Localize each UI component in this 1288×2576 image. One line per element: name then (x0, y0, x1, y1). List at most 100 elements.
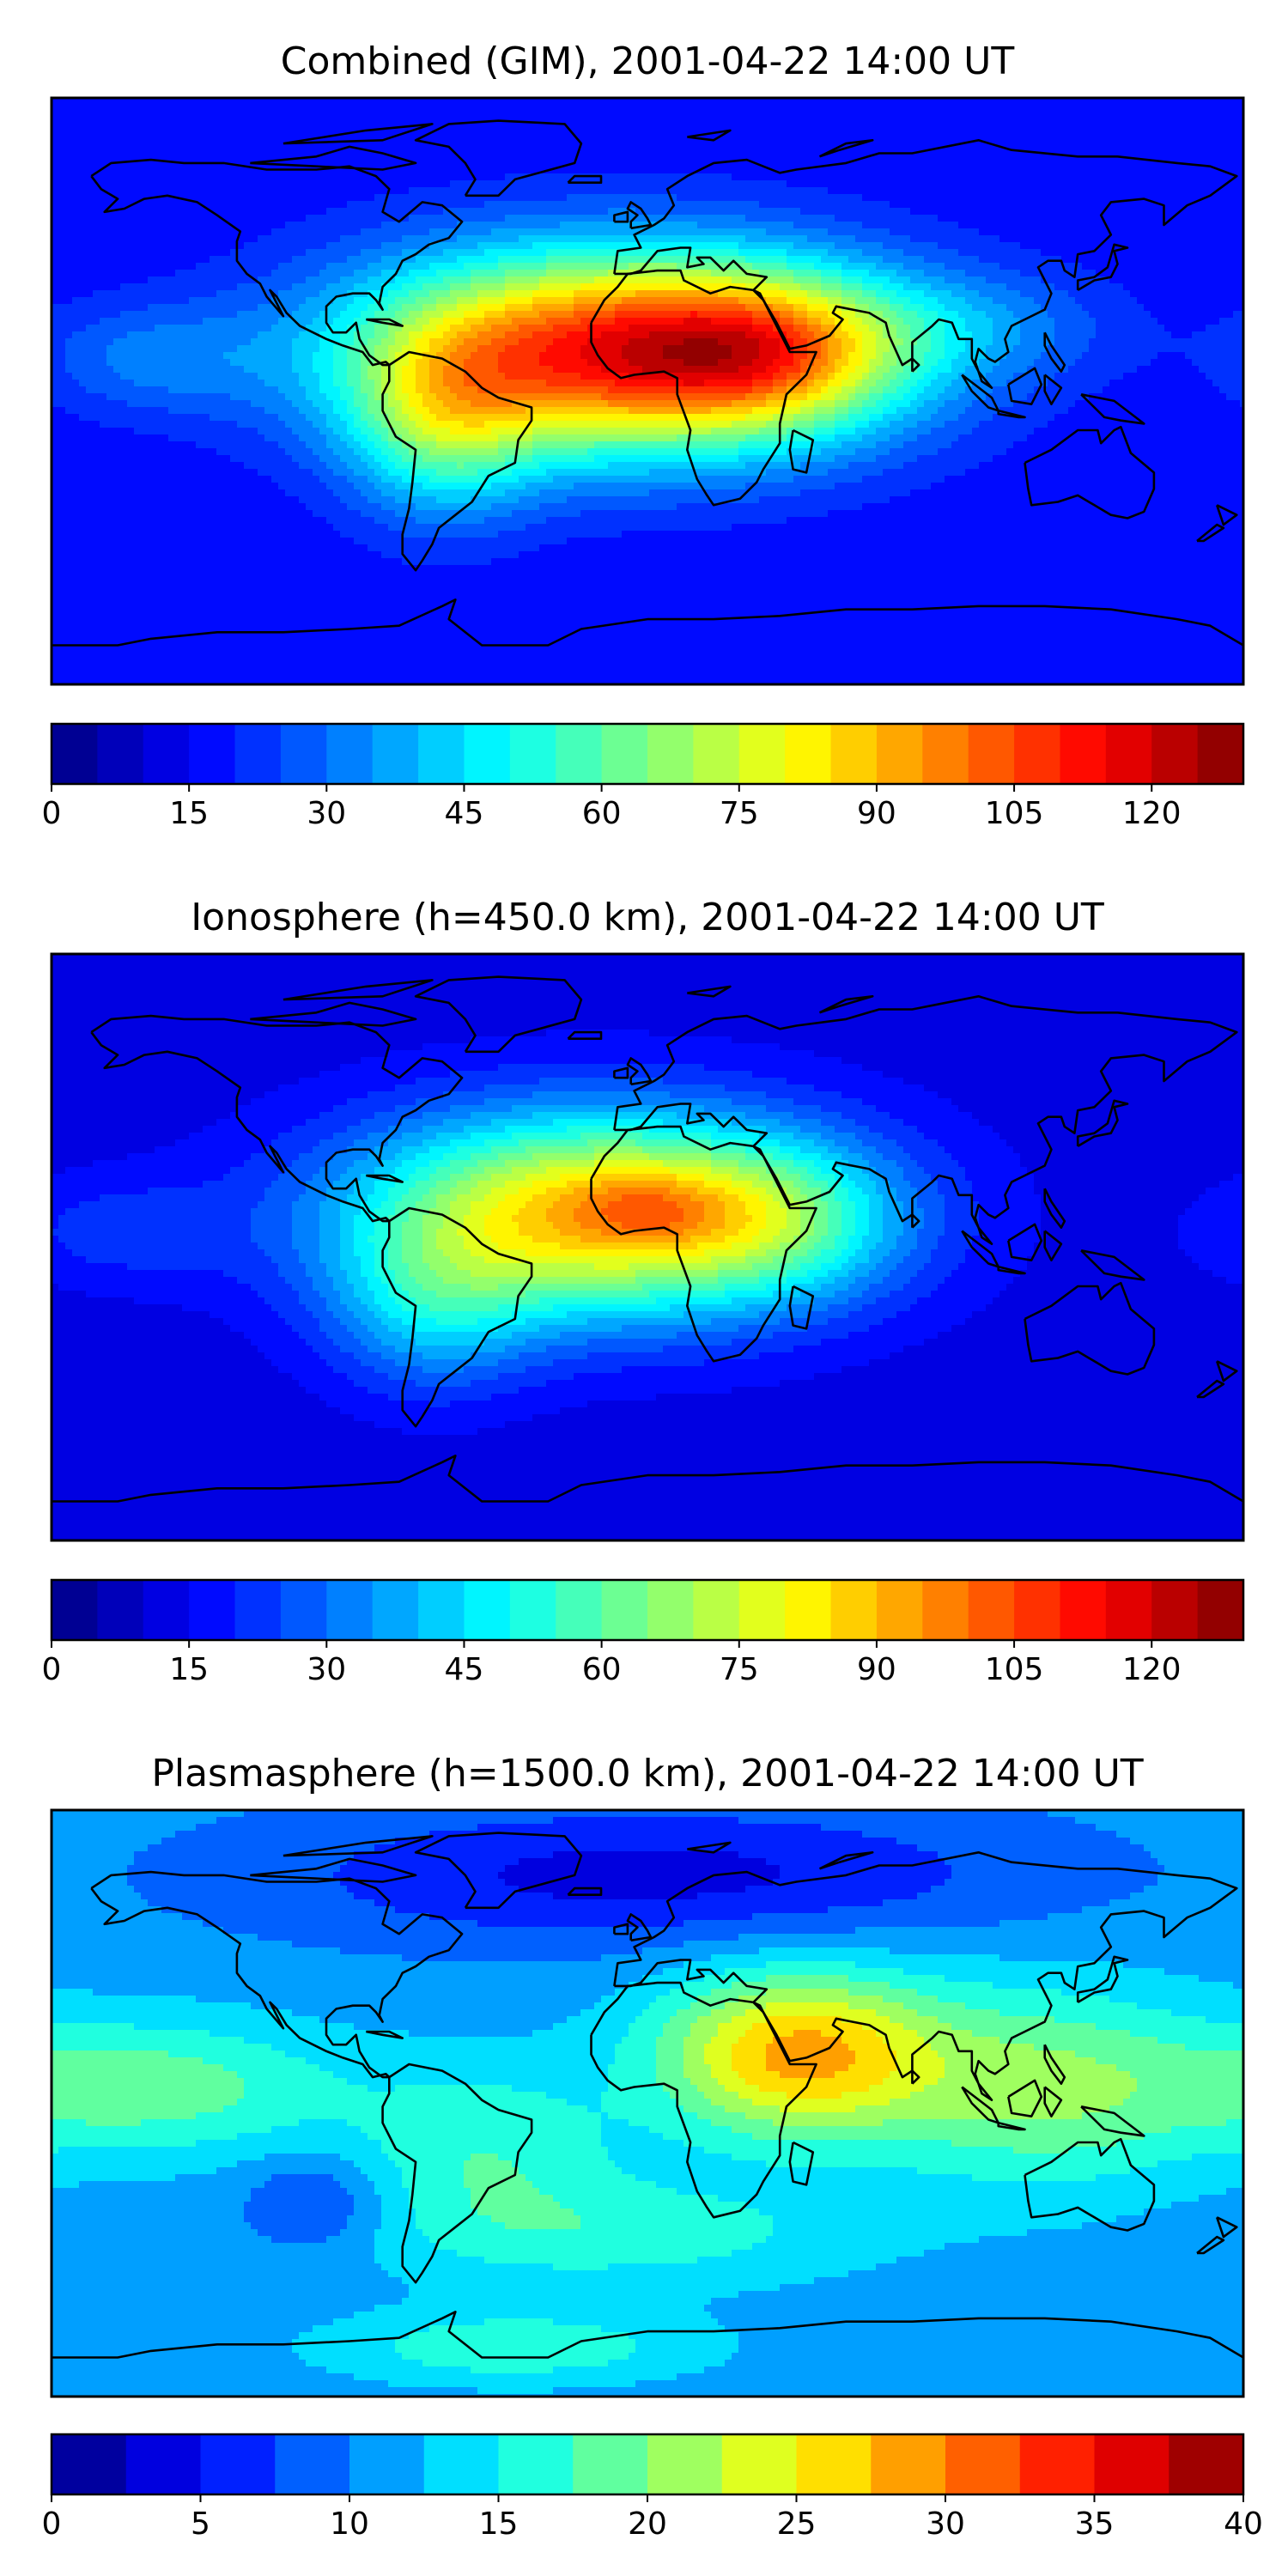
field-cell (1027, 112, 1035, 119)
field-cell (79, 112, 87, 119)
field-cell (649, 153, 657, 161)
field-cell (704, 263, 712, 270)
field-cell (807, 180, 815, 188)
field-cell (464, 201, 471, 209)
field-cell (1157, 228, 1165, 236)
field-cell (800, 263, 808, 270)
field-cell (738, 263, 746, 270)
field-cell (1192, 98, 1200, 106)
field-cell (477, 290, 485, 298)
field-cell (594, 249, 602, 257)
field-cell (93, 125, 100, 133)
field-cell (203, 167, 210, 174)
field-cell (608, 235, 616, 243)
field-cell (271, 270, 279, 277)
field-cell (896, 146, 904, 154)
field-cell (965, 249, 973, 257)
field-cell (1089, 105, 1097, 112)
field-cell (896, 139, 904, 147)
field-cell (835, 201, 842, 209)
field-cell (436, 146, 444, 154)
field-cell (313, 249, 320, 257)
field-cell (814, 249, 822, 257)
field-cell (443, 290, 451, 298)
field-cell (161, 249, 169, 257)
field-cell (677, 112, 684, 119)
field-cell (237, 194, 245, 202)
field-cell (848, 98, 856, 106)
field-cell (381, 139, 389, 147)
field-cell (1013, 180, 1021, 188)
field-cell (1219, 194, 1227, 202)
field-cell (1233, 167, 1241, 174)
field-cell (807, 215, 815, 222)
field-cell (993, 235, 1000, 243)
field-cell (319, 276, 327, 284)
field-cell (519, 235, 526, 243)
field-cell (807, 201, 815, 209)
field-cell (567, 98, 574, 106)
field-cell (642, 242, 650, 250)
field-cell (828, 222, 835, 229)
field-cell (512, 132, 519, 140)
field-cell (1020, 263, 1028, 270)
field-cell (230, 187, 238, 195)
field-cell (1034, 98, 1042, 106)
field-cell (381, 194, 389, 202)
field-cell (752, 105, 760, 112)
field-cell (354, 256, 361, 264)
field-cell (306, 187, 313, 195)
field-cell (1075, 228, 1083, 236)
field-cell (690, 242, 698, 250)
field-cell (931, 125, 939, 133)
field-cell (1206, 208, 1213, 216)
field-cell (491, 270, 499, 277)
field-cell (587, 167, 595, 174)
field-cell (471, 180, 478, 188)
field-cell (979, 194, 987, 202)
field-cell (58, 215, 66, 222)
field-cell (1157, 270, 1165, 277)
field-cell (1206, 222, 1213, 229)
field-cell (79, 270, 87, 277)
field-cell (1075, 146, 1083, 154)
field-cell (622, 146, 629, 154)
field-cell (1123, 146, 1131, 154)
field-cell (86, 167, 94, 174)
field-cell (182, 256, 190, 264)
field-cell (230, 270, 238, 277)
field-cell (155, 125, 162, 133)
field-cell (574, 160, 581, 167)
field-cell (203, 112, 210, 119)
field-cell (828, 235, 835, 243)
field-cell (738, 194, 746, 202)
field-cell (635, 98, 643, 106)
field-cell (484, 173, 492, 181)
field-cell (532, 187, 540, 195)
field-cell (251, 173, 258, 181)
field-cell (841, 146, 849, 154)
field-cell (807, 208, 815, 216)
field-cell (670, 242, 677, 250)
field-cell (615, 160, 623, 167)
field-cell (738, 276, 746, 284)
field-cell (732, 105, 739, 112)
field-cell (938, 215, 945, 222)
field-cell (100, 235, 107, 243)
field-cell (196, 256, 204, 264)
field-cell (189, 139, 197, 147)
field-cell (1068, 256, 1076, 264)
field-cell (299, 208, 307, 216)
field-cell (993, 215, 1000, 222)
field-cell (738, 249, 746, 257)
field-cell (580, 263, 588, 270)
field-cell (828, 194, 835, 202)
field-cell (1020, 139, 1028, 147)
field-cell (196, 270, 204, 277)
field-cell (1157, 256, 1165, 264)
field-cell (587, 105, 595, 112)
field-cell (869, 118, 877, 126)
field-cell (313, 118, 320, 126)
field-cell (526, 228, 533, 236)
field-cell (210, 270, 217, 277)
